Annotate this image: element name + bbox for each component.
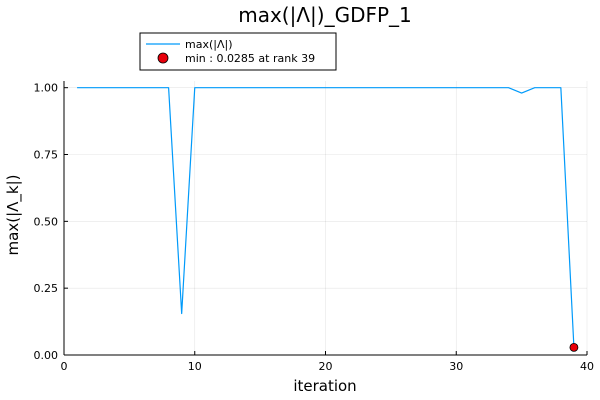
min-marker-point-0 xyxy=(569,342,579,352)
marker-layer xyxy=(569,342,579,352)
x-axis-label: iteration xyxy=(293,377,356,395)
x-tick-label-2: 20 xyxy=(319,360,333,373)
x-tick-label-0: 0 xyxy=(61,360,68,373)
y-tick-label-2: 0.50 xyxy=(34,215,59,228)
y-tick-label-4: 1.00 xyxy=(34,82,59,95)
legend-marker-swatch xyxy=(157,52,169,64)
legend: max(|Λ|) min : 0.0285 at rank 39 xyxy=(139,32,337,71)
chart-title: max(|Λ|)_GDFP_1 xyxy=(238,3,412,27)
series-layer xyxy=(77,87,575,348)
y-tick-label-0: 0.00 xyxy=(34,349,59,362)
x-tick-label-4: 40 xyxy=(580,360,594,373)
x-ticks: 0 10 20 30 40 xyxy=(61,351,594,373)
y-axis-label: max(|Λ_k|) xyxy=(4,175,23,256)
y-tick-label-1: 0.25 xyxy=(34,282,59,295)
series-line-0 xyxy=(77,87,575,348)
x-tick-label-3: 30 xyxy=(449,360,463,373)
legend-marker-label: min : 0.0285 at rank 39 xyxy=(185,52,315,65)
y-ticks: 0.00 0.25 0.50 0.75 1.00 xyxy=(34,82,68,362)
y-tick-label-3: 0.75 xyxy=(34,149,59,162)
grid xyxy=(63,81,588,356)
x-tick-label-1: 10 xyxy=(188,360,202,373)
legend-series-label: max(|Λ|) xyxy=(185,38,233,51)
legend-box xyxy=(139,32,337,71)
